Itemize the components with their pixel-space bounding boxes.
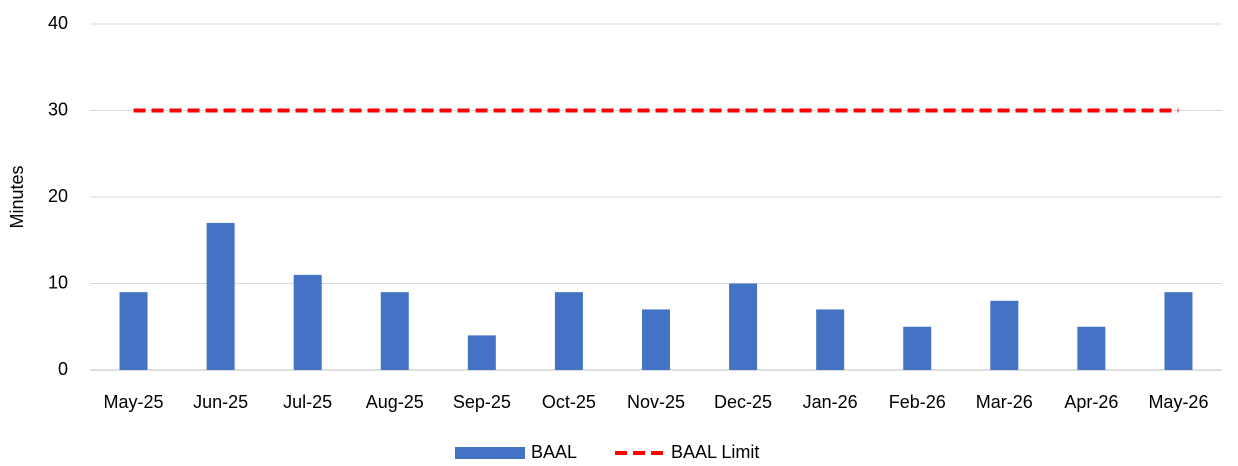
bar (903, 326, 932, 370)
y-axis-label: Minutes (7, 165, 27, 228)
x-tick-label: May-25 (104, 392, 164, 412)
x-tick-label: Apr-26 (1064, 392, 1118, 412)
bar (729, 283, 758, 370)
y-tick-label: 10 (48, 272, 68, 292)
x-tick-label: Jan-26 (803, 392, 858, 412)
bar (642, 309, 670, 370)
x-tick-label: Nov-25 (627, 392, 685, 412)
bar (1077, 326, 1106, 370)
bar (119, 292, 148, 370)
x-tick-label: Feb-26 (889, 392, 946, 412)
bar (293, 274, 322, 370)
bar (1164, 292, 1193, 370)
legend-swatch (455, 447, 525, 459)
x-tick-label: Oct-25 (542, 392, 596, 412)
x-tick-label: Mar-26 (976, 392, 1033, 412)
bar (380, 292, 409, 370)
y-tick-label: 0 (58, 359, 68, 379)
y-tick-label: 30 (48, 99, 68, 119)
y-tick-label: 20 (48, 186, 68, 206)
bar (990, 300, 1019, 370)
bar (554, 292, 583, 370)
bar (467, 335, 496, 370)
legend-label: BAAL (531, 442, 577, 462)
x-tick-label: Jun-25 (193, 392, 248, 412)
x-tick-label: May-26 (1148, 392, 1208, 412)
x-tick-label: Jul-25 (283, 392, 332, 412)
x-tick-label: Aug-25 (366, 392, 424, 412)
y-tick-label: 40 (48, 13, 68, 33)
x-tick-label: Sep-25 (453, 392, 511, 412)
x-tick-label: Dec-25 (714, 392, 772, 412)
bar (816, 309, 845, 370)
legend-label: BAAL Limit (671, 442, 759, 462)
bar (206, 222, 235, 370)
